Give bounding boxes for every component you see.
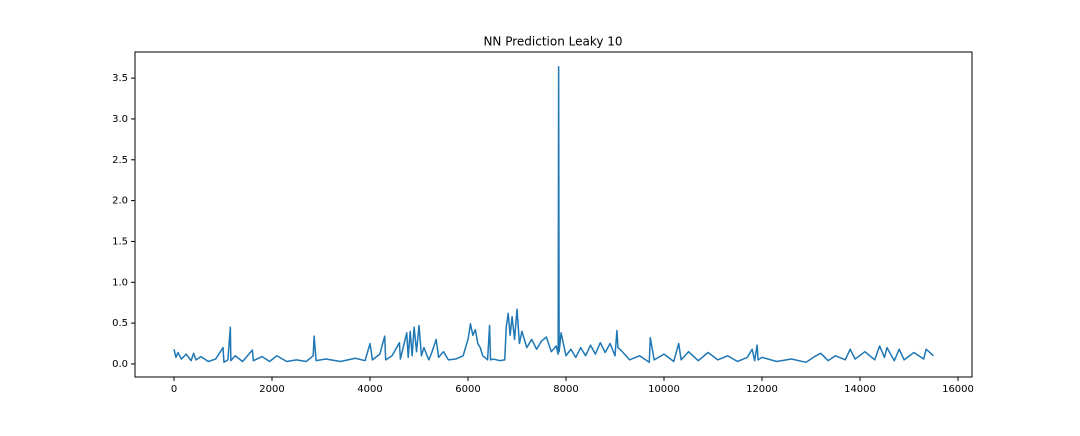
plot-frame — [134, 51, 973, 378]
x-tick-label: 14000 — [844, 384, 876, 395]
x-tick-label: 2000 — [259, 384, 284, 395]
x-tick-label: 12000 — [746, 384, 778, 395]
x-tick-label: 6000 — [455, 384, 480, 395]
chart-title: NN Prediction Leaky 10 — [483, 35, 622, 49]
x-tick-label: 0 — [171, 384, 177, 395]
y-tick-label: 3.5 — [112, 73, 128, 84]
data-line — [173, 65, 934, 364]
y-tick-label: 0.0 — [112, 359, 128, 370]
y-tick-label: 2.5 — [112, 155, 128, 166]
y-tick-label: 0.5 — [112, 318, 128, 329]
y-tick-label: 3.0 — [112, 114, 128, 125]
x-tick-label: 16000 — [942, 384, 974, 395]
x-tick-label: 8000 — [553, 384, 578, 395]
x-tick-label: 10000 — [648, 384, 680, 395]
y-tick-label: 1.0 — [112, 277, 128, 288]
y-tick-label: 1.5 — [112, 236, 128, 247]
x-tick-label: 4000 — [357, 384, 382, 395]
y-tick-label: 2.0 — [112, 196, 128, 207]
